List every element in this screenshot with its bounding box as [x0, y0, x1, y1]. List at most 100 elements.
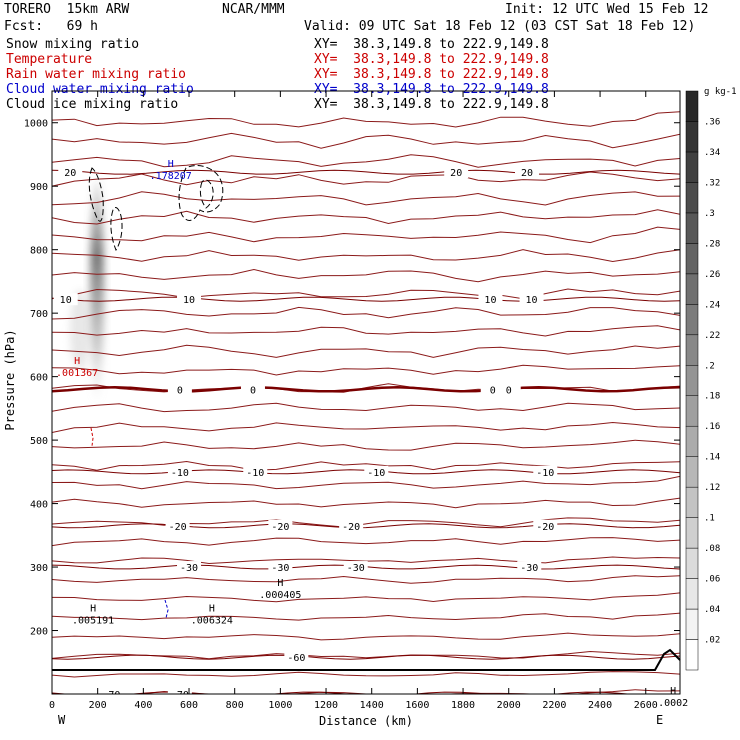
colorbar-unit: g kg-1 — [704, 87, 737, 97]
colorbar-swatch — [685, 151, 699, 183]
temperature-contour-line — [52, 402, 680, 413]
contour-label: 20 — [450, 168, 462, 179]
x-tick-label: 2000 — [497, 700, 521, 711]
contour-label-bg — [339, 519, 364, 532]
temperature-contour-line — [52, 191, 680, 206]
contour-label-bg — [268, 561, 293, 574]
colorbar-label: .28 — [704, 239, 720, 249]
temperature-contour-line — [52, 475, 680, 490]
plot-frame — [51, 90, 681, 695]
contour-label: 20 — [521, 168, 533, 179]
colorbar-label: .12 — [704, 483, 720, 493]
x-tick-label: 200 — [89, 700, 107, 711]
temperature-contour-line — [52, 632, 680, 641]
temperature-contour-labeled — [52, 654, 680, 660]
colorbar-label: .24 — [704, 300, 720, 310]
colorbar-swatch — [685, 304, 699, 336]
contour-label-bg — [177, 561, 202, 574]
x-axis: 0 200 400 600 800 1000 1200 1400 1600 1800 2000 220… — [49, 91, 658, 711]
colorbar-label: .34 — [704, 148, 720, 158]
temperature-contour-labeled — [52, 169, 680, 175]
y-tick-label: 800 — [30, 246, 48, 257]
colorbar-label: .18 — [704, 392, 720, 402]
contour-label: -30 — [520, 563, 538, 574]
field-name-cloud-water: Cloud water mixing ratio — [6, 82, 194, 97]
temperature-contour-line — [52, 226, 680, 244]
temperature-contour-line — [52, 249, 680, 263]
contour-label: -20 — [536, 522, 554, 533]
temperature-contour-line — [52, 671, 680, 678]
x-tick-label: 1600 — [405, 700, 429, 711]
contour-label-bg — [268, 519, 293, 532]
temperature-contour-line — [52, 209, 680, 225]
field-name-temperature: Temperature — [6, 52, 93, 67]
colorbar-label: .22 — [704, 331, 720, 341]
colorbar-swatch — [685, 273, 699, 305]
contour-label-bg — [519, 293, 544, 306]
temperature-contour-labeled — [52, 386, 680, 393]
colorbar-swatch — [685, 425, 699, 457]
temperature-contour-labeled — [52, 296, 680, 302]
x-tick-label: 2400 — [588, 700, 612, 711]
max-value-label: .178207 — [150, 171, 192, 182]
contour-label-bg — [514, 166, 539, 179]
max-value-label: .005191 — [72, 615, 114, 626]
temperature-contour-line — [52, 344, 680, 358]
colorbar-label: .14 — [704, 453, 720, 463]
temperature-contour-line — [52, 171, 680, 187]
y-tick-label: 700 — [30, 309, 48, 320]
colorbar-swatch — [685, 547, 699, 579]
max-marker-H: H — [74, 356, 80, 367]
y-tick-label: 400 — [30, 500, 48, 511]
colorbar-label: .2 — [704, 361, 715, 371]
x-tick-label: 800 — [226, 700, 244, 711]
colorbar-swatch — [685, 90, 699, 122]
field-name-rain: Rain water mixing ratio — [6, 67, 187, 82]
colorbar-label: .08 — [704, 544, 720, 554]
colorbar-swatch — [685, 456, 699, 488]
colorbar-label: .32 — [704, 178, 720, 188]
field-name-cloud-ice: Cloud ice mixing ratio — [6, 97, 179, 112]
colorbar-swatch — [685, 608, 699, 640]
model-title: TORERO 15km ARW — [4, 2, 130, 17]
contour-label: -70 — [171, 690, 189, 701]
contour-label-bg — [167, 688, 192, 694]
x-tick-label: 1800 — [451, 700, 475, 711]
forecast-hour: Fcst: 69 h — [4, 19, 98, 34]
contour-label-bg — [243, 465, 268, 478]
contour-label: -30 — [180, 563, 198, 574]
x-tick-label: 1000 — [268, 700, 292, 711]
contour-label-bg — [533, 465, 558, 478]
colorbar-label: .16 — [704, 422, 720, 432]
max-marker-H: H — [90, 603, 96, 614]
org-label: NCAR/MMM — [222, 2, 285, 17]
colorbar-swatch — [685, 365, 699, 396]
contour-label-bg — [478, 293, 503, 306]
max-value-label: .0002 — [658, 698, 688, 709]
cloud-ice-contour-central — [178, 165, 224, 221]
colorbar-swatch — [685, 486, 699, 518]
colorbar-label: .06 — [704, 575, 720, 585]
contour-label: 10 — [60, 295, 72, 306]
max-marker-H: H — [168, 159, 174, 170]
y-tick-label: 300 — [30, 563, 48, 574]
temperature-contour-line — [52, 592, 680, 603]
colorbar: .02 .04 .06 .08 .1 .12 .14 .16 .18 .2 .22 .24 .26 .28… — [685, 90, 720, 671]
field-xy-cloud-ice: XY= 38.3,149.8 to 222.9,149.8 — [314, 97, 549, 112]
temperature-contour-line — [52, 517, 680, 528]
max-marker-H: H — [277, 578, 283, 589]
temperature-contour-line — [52, 421, 680, 433]
colorbar-label: .26 — [704, 270, 720, 280]
contour-label-bg — [444, 166, 469, 179]
east-endpoint-label: E — [656, 713, 663, 727]
contour-label: -20 — [169, 522, 187, 533]
colorbar-swatch — [685, 182, 699, 214]
contour-label-bg — [284, 651, 309, 664]
y-tick-label: 600 — [30, 373, 48, 384]
temperature-contour-line — [52, 612, 680, 621]
temperature-contour-line — [52, 497, 680, 509]
max-marker-H: H — [209, 603, 215, 614]
temperature-contour-line — [52, 460, 680, 471]
colorbar-label: .02 — [704, 636, 720, 646]
